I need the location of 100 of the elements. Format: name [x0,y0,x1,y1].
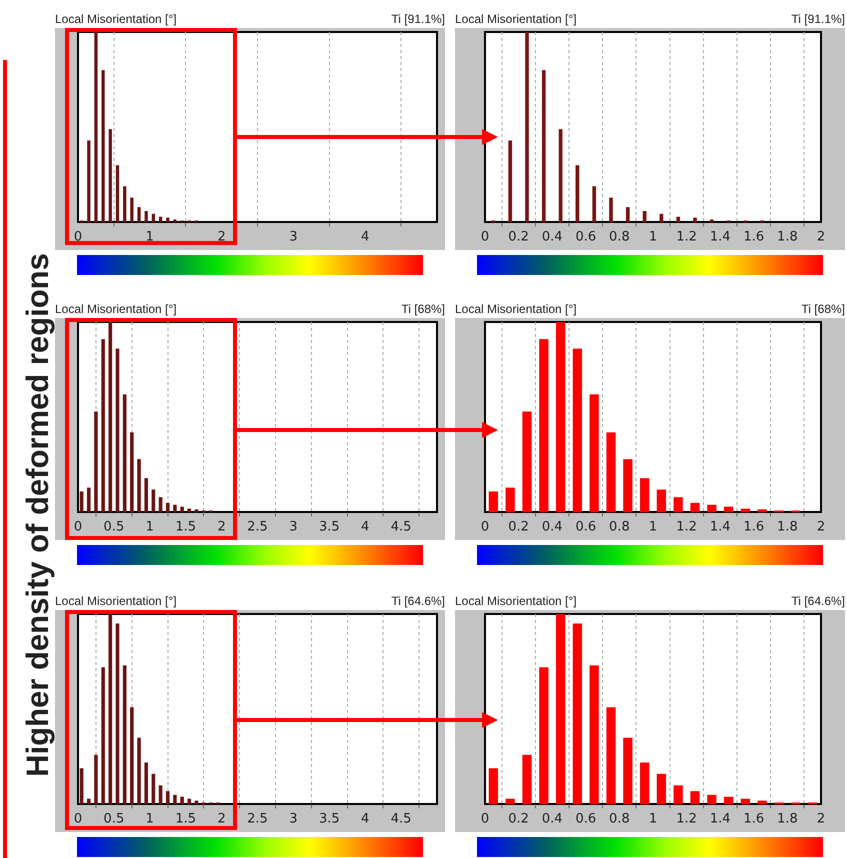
bar [592,186,596,222]
bar [144,210,148,222]
bar [94,754,98,804]
bar [152,774,156,804]
bar [656,490,666,512]
bar [187,798,192,804]
bar [758,800,767,804]
bar [640,762,650,804]
bar [116,348,120,512]
bar [626,207,630,222]
bar [640,478,650,512]
bar [690,502,700,512]
x-tick-label: 1 [648,230,658,245]
bar [122,394,126,512]
x-tick-label: 3 [289,812,298,827]
bar [158,497,162,512]
bar [674,785,683,804]
bar [86,798,91,804]
bar [173,504,177,512]
x-tick-label: 2 [217,812,226,827]
x-tick-label: 1.8 [777,812,798,827]
bar [556,614,566,804]
bar [108,614,112,804]
bar [606,432,616,512]
x-tick-label: 1.4 [710,230,731,245]
x-tick-label: 0.4 [542,812,563,827]
bar [166,502,170,512]
x-tick-label: 3.5 [318,812,340,827]
x-tick-label: 0.2 [508,230,529,245]
x-tick-label: 0 [74,230,82,245]
x-tick-label: 1.8 [777,230,798,245]
bar [642,210,646,222]
x-tick-label: 0.6 [575,812,596,827]
bar [180,796,184,804]
x-tick-label: 3 [289,520,298,535]
bar [116,165,120,222]
bar [707,504,716,512]
bar [576,165,580,222]
bar [539,339,548,512]
bar [522,754,532,804]
bar [506,798,515,804]
chart-subtitle: Ti [64.6%] [391,593,445,610]
x-tick-label: 1 [146,520,154,535]
x-tick-label: 1.6 [743,812,764,827]
bar [144,762,148,804]
x-tick-label: 0.5 [104,520,124,535]
bar [101,667,105,804]
bar [542,70,546,222]
bar [166,218,170,222]
bar [152,490,156,512]
x-tick-label: 1.2 [676,520,697,535]
chart-title: Local Misorientation [°] [455,301,577,318]
chart-subtitle: Ti [64.6%] [791,593,845,610]
x-tick-label: 1 [648,812,658,827]
bar [80,491,84,512]
bar [158,785,162,804]
x-tick-label: 0 [480,812,490,827]
bar [590,394,599,512]
x-tick-label: 2 [217,520,226,535]
bar [707,794,716,804]
chart-title: Local Misorientation [°] [455,11,577,28]
bar [180,506,184,512]
x-tick-label: 0.4 [542,230,563,245]
bar [130,198,134,222]
bar [656,774,666,804]
bar [539,667,548,804]
x-tick-label: 1.6 [743,520,764,535]
x-tick-label: 1 [648,520,658,535]
bar [101,339,105,512]
bar [116,624,120,804]
chart-subtitle: Ti [91.1%] [791,11,845,28]
x-tick-label: 3.5 [318,520,340,535]
x-tick-label: 2 [816,520,826,535]
x-tick-label: 0 [480,520,490,535]
bar [525,32,529,222]
bar [194,800,198,804]
x-tick-label: 0.6 [575,520,596,535]
bar [137,738,141,804]
bar [122,665,126,804]
bar [572,624,582,804]
bar [130,432,134,512]
bar [173,794,177,804]
x-tick-label: 4.5 [390,812,412,827]
x-tick-label: 2 [217,230,226,245]
bar [137,459,141,512]
bar [108,322,112,512]
bar [94,411,98,512]
chart-subtitle: Ti [68%] [801,301,845,318]
bar [144,478,148,512]
x-tick-label: 0.4 [542,520,563,535]
bar [87,140,90,222]
x-tick-label: 1.2 [676,812,697,827]
bar [609,198,613,222]
text: Higher density of deformed regions [20,252,56,779]
bar [94,32,98,222]
bar [606,707,616,804]
chart-subtitle: Ti [68%] [401,301,445,318]
x-tick-label: 2.5 [247,520,268,535]
x-tick-label: 2.5 [247,812,268,827]
chart-title: Local Misorientation [°] [455,593,577,610]
